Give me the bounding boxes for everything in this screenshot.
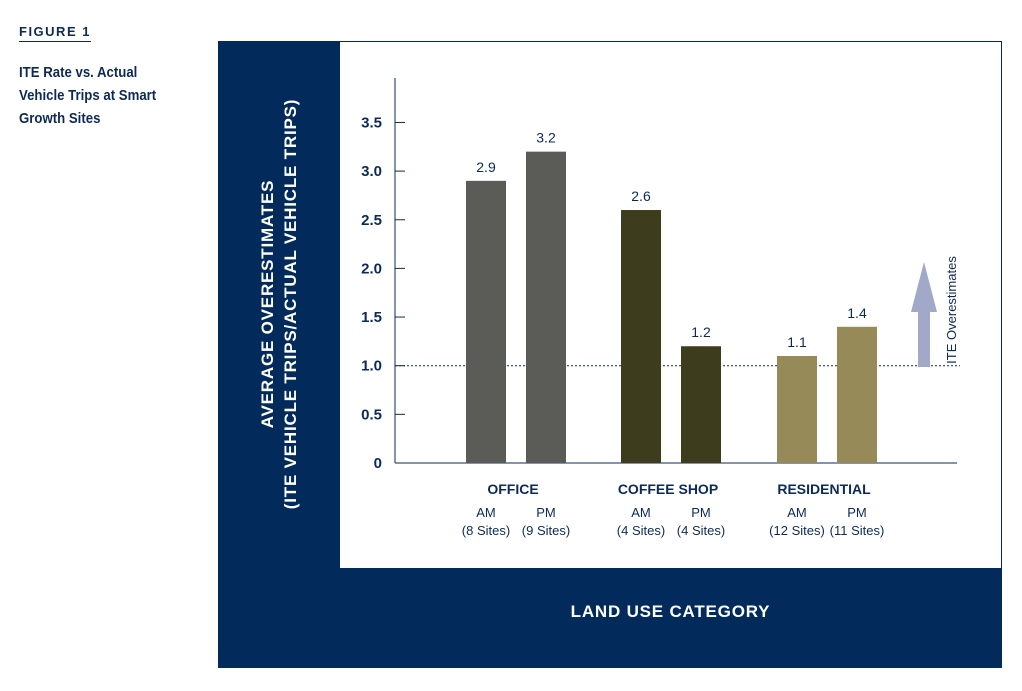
bar — [837, 326, 877, 463]
bar-value-label: 2.6 — [631, 188, 651, 204]
x-axis-label: LAND USE CATEGORY — [570, 602, 771, 621]
bar-value-label: 1.2 — [691, 324, 711, 340]
figure-title: ITE Rate vs. Actual Vehicle Trips at Sma… — [19, 64, 157, 127]
category-label: OFFICE — [487, 481, 538, 497]
bar-sites-label: (4 Sites) — [677, 523, 725, 538]
arrow-up-icon — [918, 312, 930, 367]
plot-area — [340, 42, 1001, 568]
figure-label: FIGURE 1 — [19, 24, 91, 42]
bar-period-label: PM — [536, 505, 556, 520]
bar-period-label: AM — [631, 505, 651, 520]
bar — [621, 210, 661, 463]
bar-value-label: 3.2 — [536, 130, 556, 146]
y-tick-label: 3.0 — [361, 163, 382, 180]
category-label: COFFEE SHOP — [618, 481, 718, 497]
bar-period-label: AM — [476, 505, 496, 520]
y-tick-label: 2.5 — [361, 212, 382, 229]
bar-value-label: 2.9 — [476, 159, 496, 175]
bar-period-label: PM — [691, 505, 711, 520]
bar-sites-label: (11 Sites) — [830, 523, 885, 538]
bar — [681, 346, 721, 463]
annotation-label: ITE Overestimates — [944, 256, 959, 364]
bar — [777, 355, 817, 463]
bar-sites-label: (8 Sites) — [462, 523, 510, 538]
bar-value-label: 1.4 — [847, 305, 867, 321]
arrow-up-icon-head — [911, 262, 937, 312]
bar-period-label: PM — [847, 505, 867, 520]
y-tick-label: 0 — [374, 455, 382, 472]
y-tick-label: 1.5 — [361, 309, 382, 326]
category-label: RESIDENTIAL — [777, 481, 871, 497]
bar — [466, 180, 506, 463]
y-tick-label: 0.5 — [361, 406, 382, 423]
bar-period-label: AM — [787, 505, 807, 520]
bar — [526, 151, 566, 463]
bar-sites-label: (9 Sites) — [522, 523, 570, 538]
y-tick-label: 1.0 — [361, 358, 382, 375]
bar-value-label: 1.1 — [787, 334, 807, 350]
bar-sites-label: (4 Sites) — [617, 523, 665, 538]
bar-sites-label: (12 Sites) — [769, 523, 825, 538]
y-tick-label: 3.5 — [361, 114, 382, 131]
y-tick-label: 2.0 — [361, 260, 382, 277]
